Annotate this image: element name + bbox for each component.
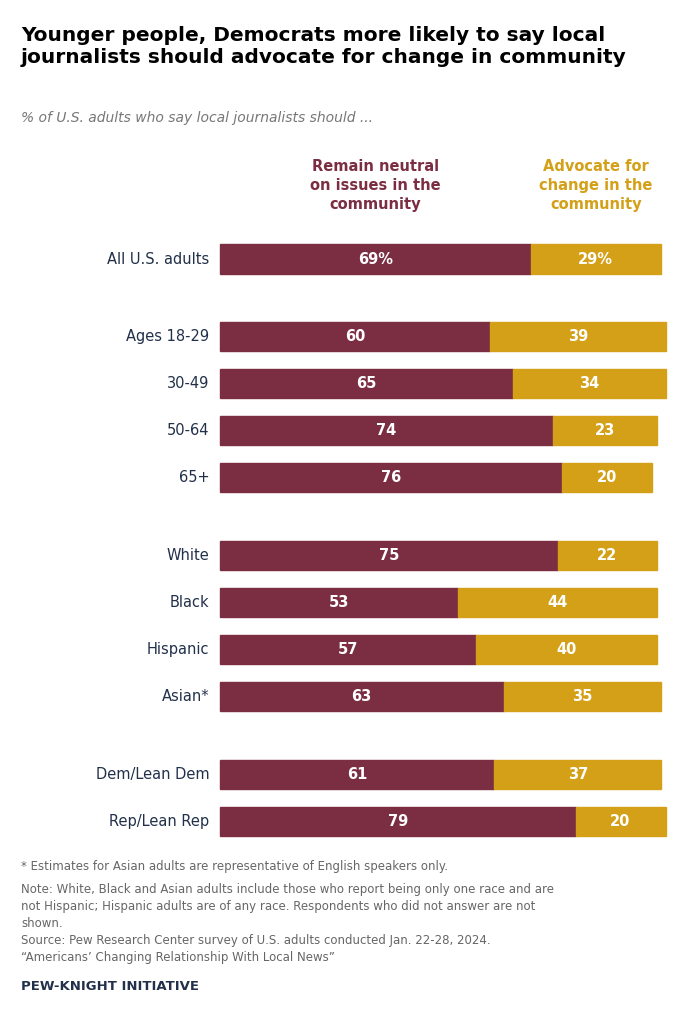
Text: 60: 60 — [345, 329, 365, 344]
Text: White: White — [167, 548, 209, 563]
Text: 29%: 29% — [579, 252, 614, 266]
Text: 75: 75 — [378, 548, 399, 563]
Text: Ages 18-29: Ages 18-29 — [126, 329, 209, 344]
Text: Remain neutral
on issues in the
community: Remain neutral on issues in the communit… — [310, 159, 440, 212]
Text: Rep/Lean Rep: Rep/Lean Rep — [110, 814, 209, 828]
Text: % of U.S. adults who say local journalists should ...: % of U.S. adults who say local journalis… — [21, 111, 373, 125]
Text: Dem/Lean Dem: Dem/Lean Dem — [96, 767, 209, 781]
Text: Black: Black — [170, 595, 209, 610]
Text: All U.S. adults: All U.S. adults — [107, 252, 209, 266]
Text: 39: 39 — [567, 329, 588, 344]
Text: Younger people, Democrats more likely to say local
journalists should advocate f: Younger people, Democrats more likely to… — [21, 26, 627, 68]
Text: 35: 35 — [572, 689, 593, 705]
Text: 69%: 69% — [357, 252, 393, 266]
Text: 76: 76 — [381, 470, 401, 485]
Text: 53: 53 — [329, 595, 350, 610]
Text: 65+: 65+ — [179, 470, 209, 485]
Text: 20: 20 — [597, 470, 617, 485]
Text: PEW-KNIGHT INITIATIVE: PEW-KNIGHT INITIATIVE — [21, 980, 199, 993]
Text: 37: 37 — [567, 767, 588, 781]
Text: 57: 57 — [338, 642, 358, 657]
Text: 65: 65 — [356, 376, 376, 391]
Text: Asian*: Asian* — [162, 689, 209, 705]
Text: 61: 61 — [347, 767, 367, 781]
Text: 79: 79 — [387, 814, 408, 828]
Text: 50-64: 50-64 — [167, 423, 209, 438]
Text: 30-49: 30-49 — [167, 376, 209, 391]
Text: 44: 44 — [547, 595, 567, 610]
Text: * Estimates for Asian adults are representative of English speakers only.: * Estimates for Asian adults are represe… — [21, 860, 448, 873]
Text: 63: 63 — [352, 689, 372, 705]
Text: 34: 34 — [579, 376, 599, 391]
Text: 23: 23 — [595, 423, 615, 438]
Text: Advocate for
change in the
community: Advocate for change in the community — [539, 159, 653, 212]
Text: Hispanic: Hispanic — [147, 642, 209, 657]
Text: 74: 74 — [376, 423, 396, 438]
Text: Source: Pew Research Center survey of U.S. adults conducted Jan. 22-28, 2024.
“A: Source: Pew Research Center survey of U.… — [21, 934, 491, 964]
Text: 40: 40 — [556, 642, 577, 657]
Text: 22: 22 — [597, 548, 617, 563]
Text: Note: White, Black and Asian adults include those who report being only one race: Note: White, Black and Asian adults incl… — [21, 883, 554, 930]
Text: 20: 20 — [610, 814, 631, 828]
